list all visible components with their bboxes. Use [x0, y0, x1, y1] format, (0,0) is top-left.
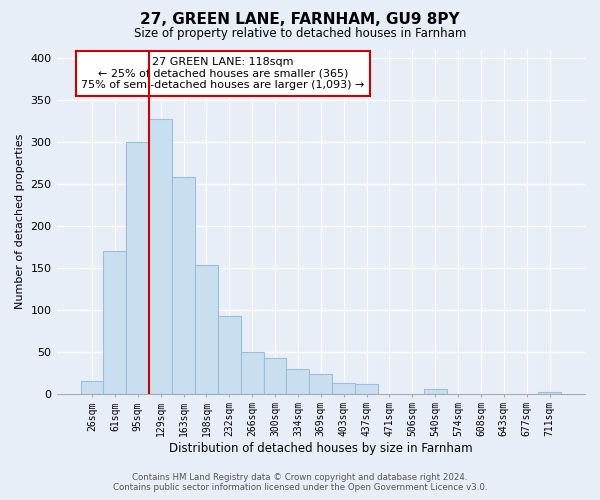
Text: 27, GREEN LANE, FARNHAM, GU9 8PY: 27, GREEN LANE, FARNHAM, GU9 8PY: [140, 12, 460, 28]
Bar: [149, 118, 172, 394]
Bar: [172, 178, 195, 394]
Bar: [127, 142, 149, 394]
Bar: [538, 392, 561, 394]
Bar: [263, 358, 286, 394]
Bar: [195, 266, 218, 394]
Bar: [103, 251, 127, 394]
Text: Contains HM Land Registry data © Crown copyright and database right 2024.
Contai: Contains HM Land Registry data © Crown c…: [113, 473, 487, 492]
Y-axis label: Number of detached properties: Number of detached properties: [15, 134, 25, 310]
Bar: [424, 390, 446, 394]
Bar: [241, 352, 263, 394]
Bar: [80, 381, 103, 394]
X-axis label: Distribution of detached houses by size in Farnham: Distribution of detached houses by size …: [169, 442, 473, 455]
Bar: [218, 316, 241, 394]
Text: Size of property relative to detached houses in Farnham: Size of property relative to detached ho…: [134, 28, 466, 40]
Text: 27 GREEN LANE: 118sqm
← 25% of detached houses are smaller (365)
75% of semi-det: 27 GREEN LANE: 118sqm ← 25% of detached …: [82, 57, 365, 90]
Bar: [286, 370, 310, 394]
Bar: [355, 384, 378, 394]
Bar: [332, 382, 355, 394]
Bar: [310, 374, 332, 394]
